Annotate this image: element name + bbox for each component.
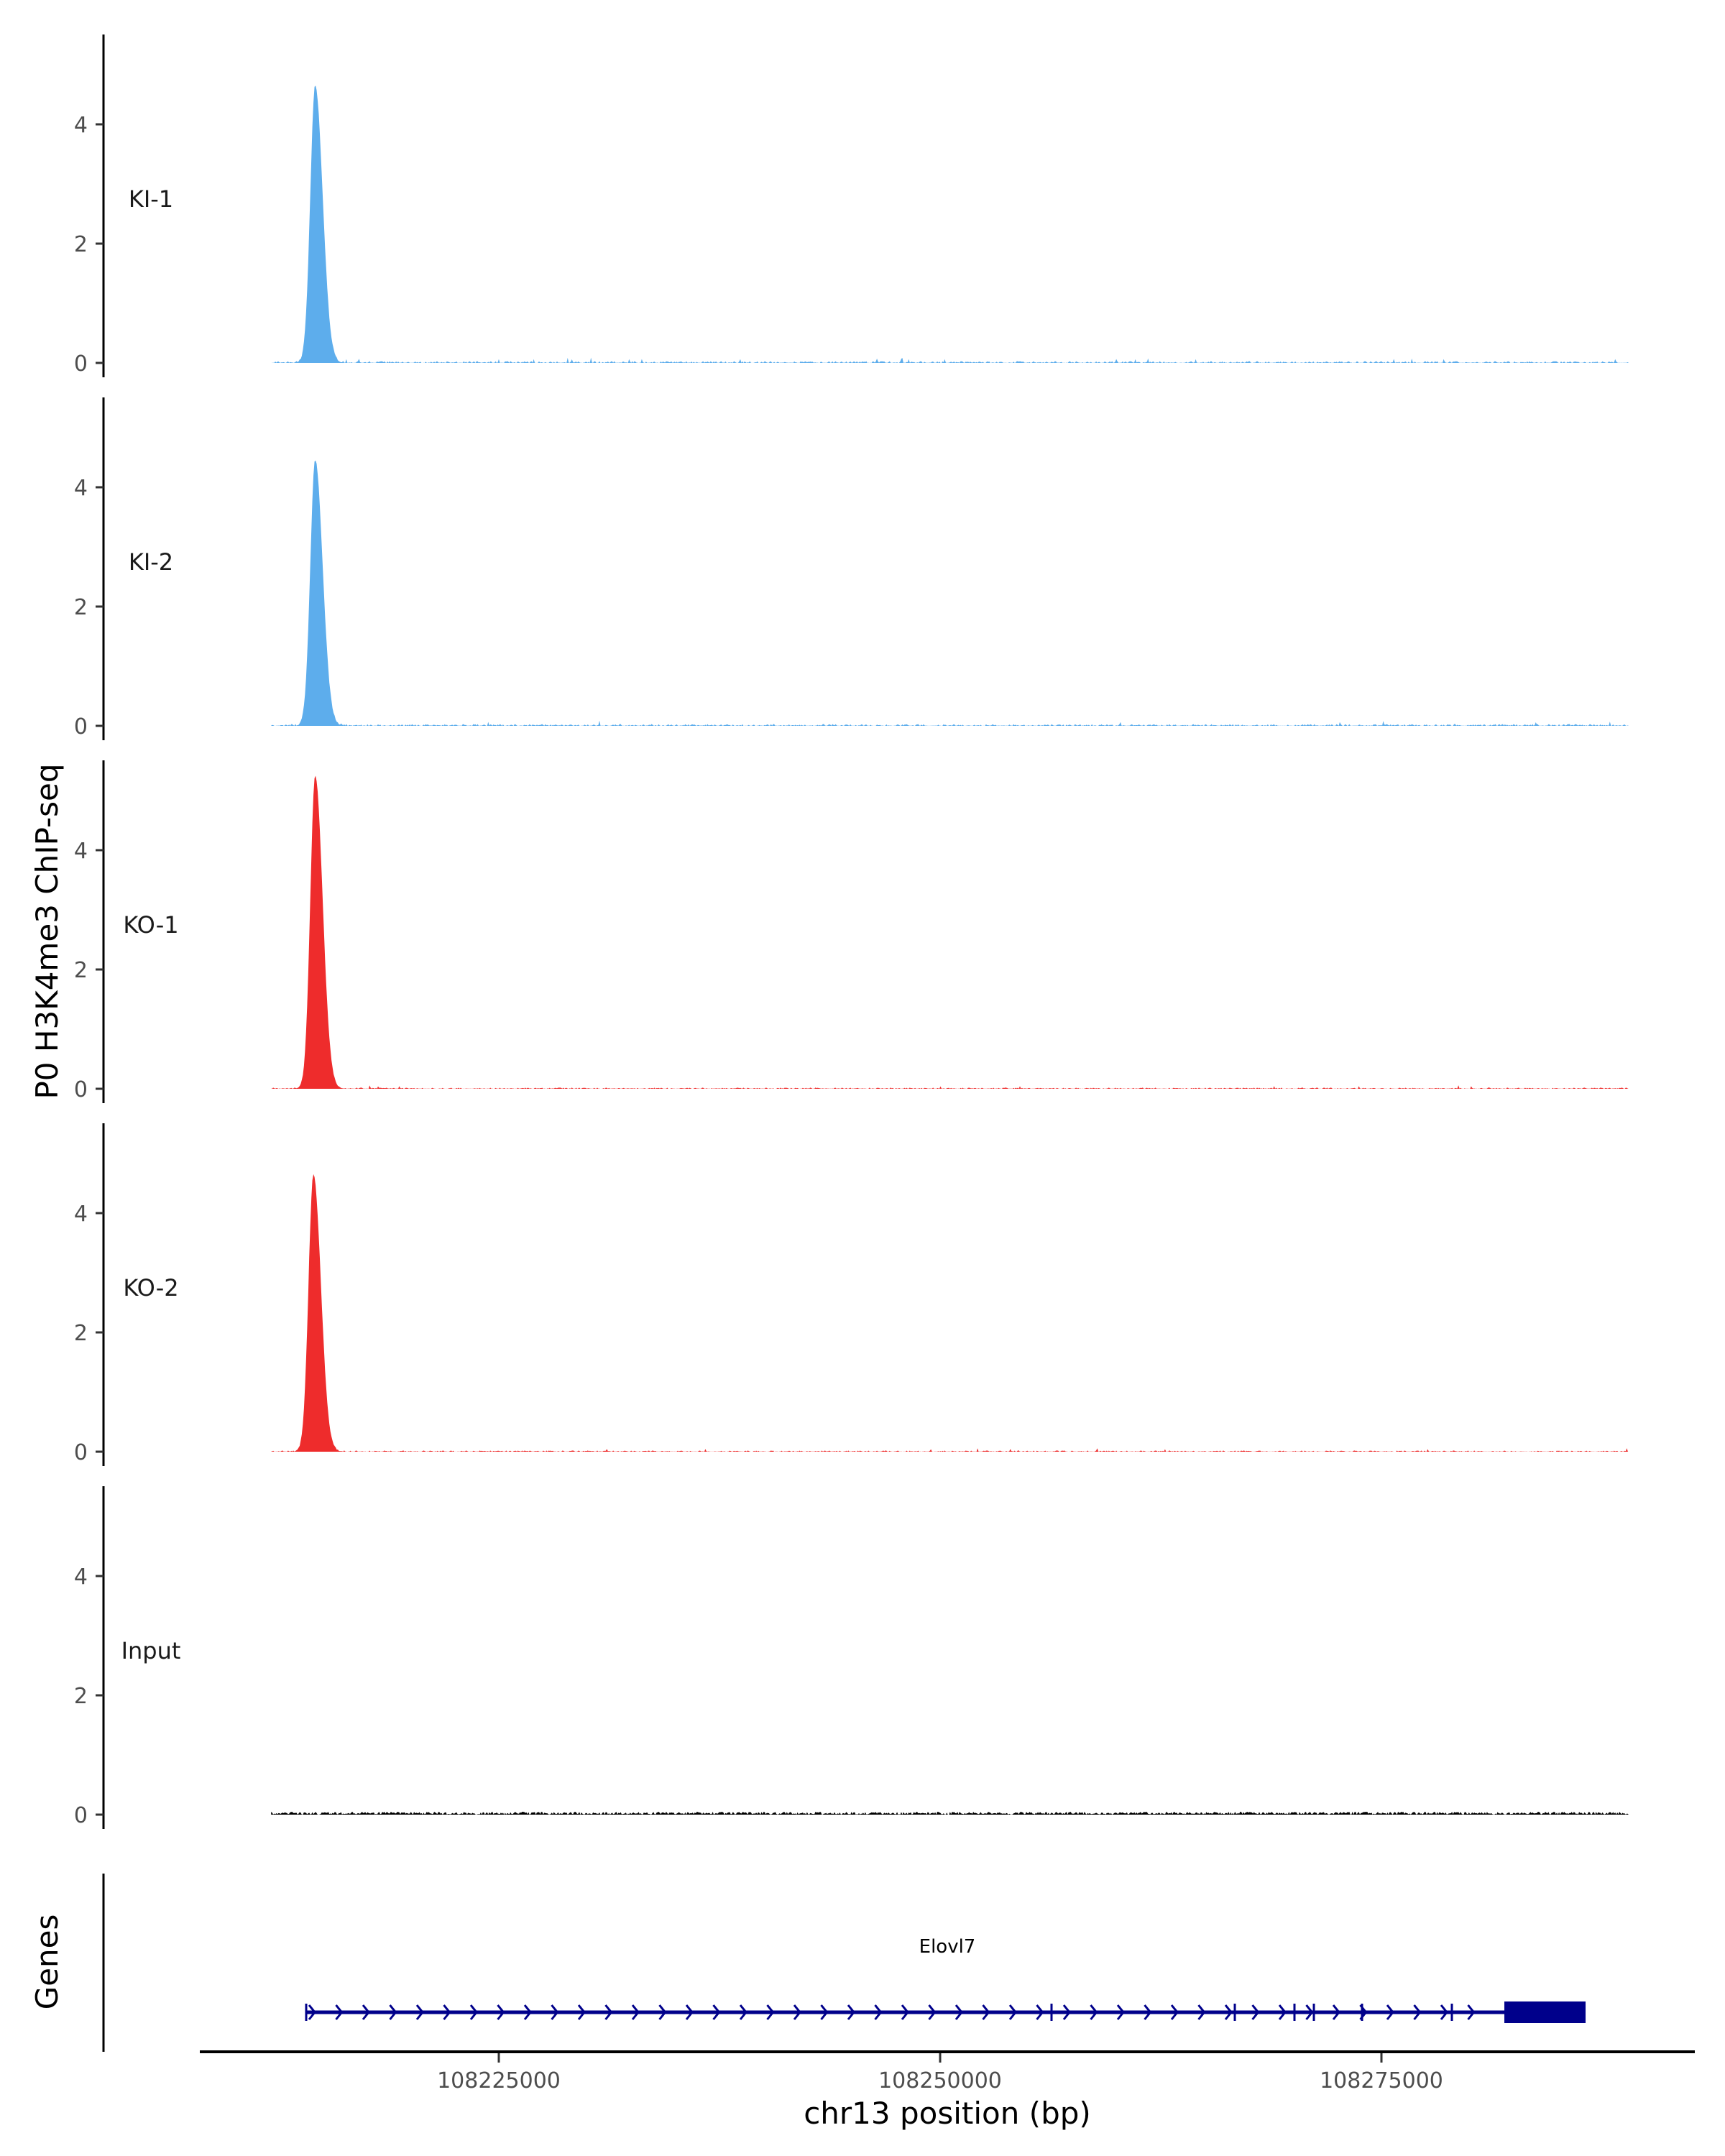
strand-arrow bbox=[1197, 2004, 1206, 2020]
signal-area-ki-2 bbox=[271, 460, 1629, 726]
strand-arrow bbox=[982, 2004, 990, 2020]
x-tick-label: 108225000 bbox=[437, 2068, 561, 2093]
track-label: KI-1 bbox=[129, 185, 173, 213]
strand-arrow bbox=[497, 2004, 505, 2020]
signal-area-ko-1 bbox=[271, 775, 1629, 1089]
y-tick-label: 0 bbox=[74, 351, 88, 377]
strand-arrow bbox=[1008, 2004, 1017, 2020]
strand-arrow bbox=[1144, 2004, 1152, 2020]
exon bbox=[1050, 2004, 1053, 2021]
y-tick-label: 4 bbox=[74, 1202, 88, 1227]
exon bbox=[1233, 2004, 1236, 2021]
genes-axis-title: Genes bbox=[29, 1915, 65, 2010]
y-tick-label: 4 bbox=[74, 1565, 88, 1590]
strand-arrow bbox=[901, 2004, 909, 2020]
strand-arrow bbox=[1116, 2004, 1125, 2020]
x-tick-label: 108275000 bbox=[1320, 2068, 1443, 2093]
track-label: KO-1 bbox=[123, 911, 178, 939]
track-label: Input bbox=[121, 1637, 181, 1664]
track-panels: 0 2 4 KI-1 0 2 4 KI-2 0 2 4 KO-1 0 2 4 KO-2 0 2 4 Input bbox=[74, 34, 1629, 1829]
y-tick-label: 0 bbox=[74, 714, 88, 740]
strand-arrow bbox=[469, 2004, 478, 2020]
strand-arrow bbox=[415, 2004, 424, 2020]
y-tick-label: 2 bbox=[74, 1684, 88, 1709]
signal-area-input bbox=[271, 1812, 1629, 1815]
track-panel-input: 0 2 4 Input bbox=[74, 1486, 1629, 1829]
y-tick-label: 4 bbox=[74, 476, 88, 501]
track-panel-ko-1: 0 2 4 KO-1 bbox=[74, 760, 1629, 1103]
strand-arrow bbox=[1170, 2004, 1179, 2020]
strand-arrow bbox=[631, 2004, 640, 2020]
gene-label: Elovl7 bbox=[919, 1936, 976, 1958]
y-tick-label: 2 bbox=[74, 958, 88, 983]
exon bbox=[1450, 2004, 1453, 2021]
strand-arrow bbox=[1036, 2004, 1044, 2020]
signal-area-ki-1 bbox=[271, 86, 1629, 363]
strand-arrow bbox=[820, 2004, 829, 2020]
y-tick-label: 2 bbox=[74, 232, 88, 257]
x-axis: 108225000 108250000 108275000 chr13 positi… bbox=[200, 2050, 1695, 2131]
strand-arrow bbox=[712, 2004, 721, 2020]
strand-arrow bbox=[685, 2004, 694, 2020]
y-tick-label: 0 bbox=[74, 1440, 88, 1465]
x-axis-title: chr13 position (bp) bbox=[804, 2096, 1091, 2131]
exon bbox=[1293, 2004, 1296, 2021]
strand-arrow bbox=[1386, 2004, 1394, 2020]
strand-arrow bbox=[1062, 2004, 1071, 2020]
genes-panel: Genes Elovl7 bbox=[29, 1874, 1586, 2052]
strand-arrow bbox=[847, 2004, 855, 2020]
y-tick-label: 0 bbox=[74, 1803, 88, 1828]
strand-arrow bbox=[551, 2004, 559, 2020]
gene-elovl7: Elovl7 bbox=[305, 1936, 1586, 2023]
x-tick-label: 108250000 bbox=[878, 2068, 1002, 2093]
strand-arrow bbox=[604, 2004, 613, 2020]
strand-arrow bbox=[1090, 2004, 1098, 2020]
exon bbox=[305, 2004, 308, 2021]
strand-arrow bbox=[362, 2004, 370, 2020]
strand-arrow bbox=[928, 2004, 937, 2020]
exon bbox=[1361, 2004, 1363, 2021]
strand-arrow bbox=[1278, 2004, 1287, 2020]
strand-arrow bbox=[523, 2004, 532, 2020]
y-tick-label: 4 bbox=[74, 113, 88, 138]
y-tick-label: 0 bbox=[74, 1077, 88, 1102]
strand-arrow bbox=[766, 2004, 775, 2020]
track-panel-ko-2: 0 2 4 KO-2 bbox=[74, 1123, 1629, 1466]
strand-arrow bbox=[1305, 2004, 1314, 2020]
strand-arrow bbox=[1440, 2004, 1448, 2020]
y-tick-label: 2 bbox=[74, 1321, 88, 1346]
strand-arrow bbox=[1251, 2004, 1260, 2020]
track-label: KI-2 bbox=[129, 548, 173, 576]
gene-models: Elovl7 bbox=[305, 1936, 1586, 2023]
track-panel-ki-1: 0 2 4 KI-1 bbox=[74, 34, 1629, 377]
exon bbox=[1312, 2004, 1315, 2021]
strand-arrow bbox=[577, 2004, 586, 2020]
strand-arrow bbox=[954, 2004, 963, 2020]
strand-arrow bbox=[443, 2004, 451, 2020]
track-panel-ki-2: 0 2 4 KI-2 bbox=[74, 397, 1629, 740]
strand-arrow bbox=[793, 2004, 801, 2020]
strand-arrow bbox=[335, 2004, 344, 2020]
track-label: KO-2 bbox=[123, 1274, 178, 1302]
signal-area-ko-2 bbox=[271, 1174, 1629, 1452]
strand-arrow bbox=[1332, 2004, 1340, 2020]
strand-arrow bbox=[658, 2004, 667, 2020]
strand-arrow bbox=[308, 2004, 316, 2020]
strand-arrow bbox=[874, 2004, 883, 2020]
y-tick-label: 4 bbox=[74, 839, 88, 864]
y-tick-label: 2 bbox=[74, 595, 88, 620]
strand-arrow bbox=[1224, 2004, 1233, 2020]
strand-arrow bbox=[1413, 2004, 1422, 2020]
strand-arrow bbox=[389, 2004, 397, 2020]
exon-block bbox=[1504, 2001, 1586, 2023]
y-axis-title: P0 H3K4me3 ChIP-seq bbox=[29, 763, 65, 1099]
strand-arrow bbox=[739, 2004, 748, 2020]
strand-arrow bbox=[1467, 2004, 1476, 2020]
